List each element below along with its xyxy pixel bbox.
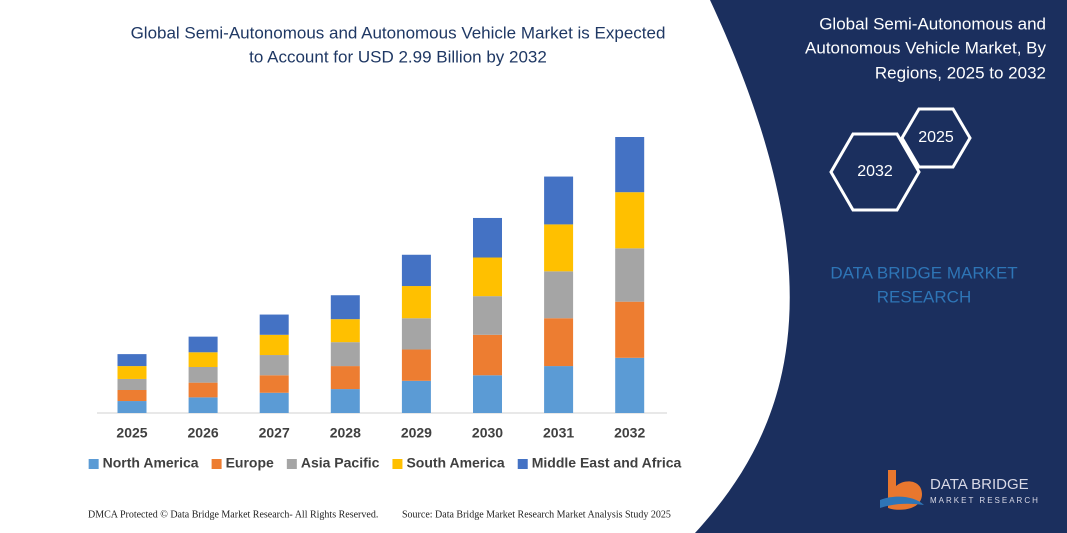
bar-segment [544,318,574,367]
logo-mark [880,496,924,508]
bar-segment [188,397,218,413]
bar-segment [259,334,289,356]
bar-segment [401,380,431,413]
bar-segment [259,314,289,335]
bar-segment [188,352,218,367]
x-tick-label: 2030 [472,425,503,441]
legend-swatch [211,459,222,469]
bar-segment [615,192,645,249]
bar-segment [473,217,502,258]
brand-text: DATA BRIDGE MARKET [830,263,1017,282]
bar-segment [330,319,360,343]
bar-segment [473,296,502,335]
chart-title: to Account for USD 2.99 Billion by 2032 [249,47,547,66]
x-tick-label: 2028 [330,425,361,441]
bar-segment [330,342,360,367]
x-tick-label: 2029 [401,425,432,441]
bar-segment [259,392,289,413]
legend-swatch [88,459,99,469]
bar-segment [401,349,431,381]
footer-right: Source: Data Bridge Market Research Mark… [402,509,671,520]
bar-segment [615,137,645,193]
bar-segment [544,224,574,272]
brand-text: RESEARCH [877,287,971,306]
legend-label: Middle East and Africa [532,455,682,471]
bar-segment [259,375,289,393]
bar-segment [117,401,147,413]
x-tick-label: 2026 [188,425,219,441]
bar-segment [401,318,431,350]
chart-title: Global Semi-Autonomous and Autonomous Ve… [131,23,666,42]
hexagon [900,107,972,169]
x-tick-label: 2027 [259,425,290,441]
bar-segment [615,248,645,302]
bar-segment [401,254,431,287]
bar-segment [544,176,574,225]
bar-segment [330,389,360,413]
hex-label: 2025 [918,129,954,146]
panel-title: Global Semi-Autonomous and [819,14,1046,33]
bar-segment [117,354,147,367]
panel-title: Autonomous Vehicle Market, By [805,38,1046,57]
logo-tagline: MARKET RESEARCH [930,496,1040,505]
legend-swatch [286,459,297,469]
bar-segment [615,357,645,413]
bar-segment [544,366,574,413]
hexagon [829,132,921,212]
bar-segment [188,367,218,383]
hex-label: 2032 [857,163,893,180]
bar-segment [259,355,289,376]
legend-label: Europe [226,455,274,471]
bar-segment [117,366,147,379]
panel-title: Regions, 2025 to 2032 [875,63,1046,82]
bar-segment [117,390,147,402]
logo-name: DATA BRIDGE [930,476,1029,493]
bar-segment [330,366,360,390]
right-panel [695,0,1067,533]
bar-segment [188,336,218,353]
bar-segment [544,271,574,319]
footer-left: DMCA Protected © Data Bridge Market Rese… [88,509,378,520]
bar-segment [117,378,147,390]
legend-swatch [517,459,528,469]
x-tick-label: 2031 [543,425,574,441]
bar-segment [473,334,502,376]
legend-label: Asia Pacific [301,455,380,471]
bar-segment [615,301,645,358]
legend-label: South America [406,455,504,471]
bar-segment [473,257,502,297]
legend-swatch [392,459,403,469]
bar-segment [401,286,431,319]
bar-segment [188,382,218,398]
legend-label: North America [103,455,199,471]
x-tick-label: 2025 [116,425,147,441]
x-tick-label: 2032 [614,425,645,441]
bar-segment [473,375,502,413]
logo: DATA BRIDGE MARKET RESEARCH [880,470,1040,510]
bar-segment [330,295,360,320]
